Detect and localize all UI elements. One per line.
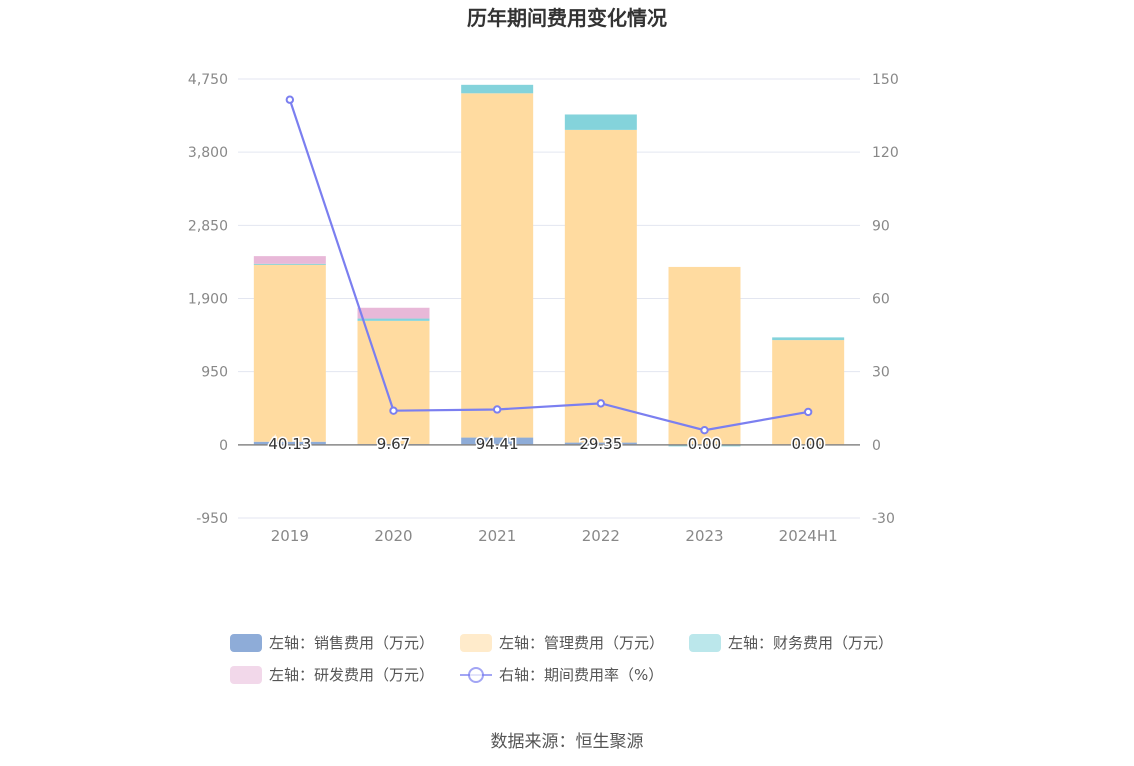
ratio-point: [596, 399, 606, 408]
legend-label: 左轴：研发费用（万元）: [269, 666, 434, 684]
bar-segment: [253, 263, 326, 265]
x-tick-label: 2022: [582, 527, 620, 545]
bar-segment: [253, 441, 326, 445]
left-tick-label: 0: [219, 438, 228, 454]
ratio-line-path: [288, 99, 809, 432]
bars: [253, 84, 845, 447]
legend-label: 右轴：期间费用率（%）: [499, 666, 663, 684]
right-tick-label: 120: [872, 145, 899, 161]
bar-segment: [461, 93, 534, 438]
ratio-point: [492, 405, 502, 414]
right-tick-label: -30: [872, 511, 895, 527]
legend-swatch: [230, 666, 262, 684]
sales-data-label: 9.67: [377, 435, 410, 453]
chart-title: 历年期间费用变化情况: [467, 6, 667, 30]
legend-label: 左轴：财务费用（万元）: [728, 634, 893, 652]
bar-segment: [564, 442, 637, 445]
right-tick-label: 30: [872, 365, 890, 381]
legend-label: 左轴：销售费用（万元）: [269, 634, 434, 652]
sales-data-label: 29.35: [579, 435, 622, 453]
gridlines: [238, 78, 860, 519]
data-labels: 40.13 9.67 94.41 29.35 0.00 0.00: [267, 433, 827, 454]
bar-segment: [668, 444, 741, 447]
right-tick-label: 150: [872, 72, 899, 88]
bar-segment: [772, 340, 845, 445]
right-tick-label: 0: [872, 438, 881, 454]
bar-segment: [253, 256, 326, 264]
left-tick-label: 3,800: [188, 145, 228, 161]
bar-segment: [564, 114, 637, 130]
bar-segment: [253, 264, 326, 442]
left-tick-label: 4,750: [188, 72, 228, 88]
left-tick-label: 1,900: [188, 292, 228, 308]
bar-segment: [357, 320, 430, 445]
bar-segment: [772, 337, 845, 341]
x-tick-label: 2023: [685, 527, 723, 545]
left-tick-label: 950: [201, 365, 228, 381]
legend-label: 左轴：管理费用（万元）: [499, 634, 664, 652]
bar-segment: [564, 129, 637, 443]
ratio-point: [803, 407, 813, 417]
legend-swatch: [460, 634, 492, 652]
sales-data-label: 0.00: [688, 435, 721, 453]
ratio-line: [285, 95, 813, 435]
x-tick-label: 2024H1: [779, 527, 838, 545]
bar-segment: [357, 307, 430, 319]
left-tick-label: 2,850: [188, 218, 228, 234]
x-tick-label: 2020: [374, 527, 412, 545]
x-axis-ticks: 2019 2020 2021 2022 2023 2024H1: [271, 527, 838, 545]
left-tick-label: -950: [196, 511, 228, 527]
bar-segment: [668, 266, 741, 445]
right-tick-label: 60: [872, 292, 890, 308]
ratio-point: [700, 426, 709, 435]
sales-data-label: 0.00: [791, 435, 824, 453]
legend-point-swatch: [468, 667, 484, 683]
legend-swatch: [230, 634, 262, 652]
bar-segment: [357, 318, 430, 321]
legend-swatch: [689, 634, 721, 652]
ratio-point: [389, 406, 398, 415]
x-tick-label: 2019: [271, 527, 309, 545]
x-tick-label: 2021: [478, 527, 516, 545]
ratio-point: [285, 95, 295, 104]
right-tick-label: 90: [872, 218, 890, 234]
source-text: 数据来源：恒生聚源: [491, 732, 644, 752]
sales-data-label: 40.13: [268, 435, 311, 453]
legend: 左轴：销售费用（万元） 左轴：管理费用（万元） 左轴：财务费用（万元） 左轴：研发费用…: [230, 634, 893, 684]
bar-segment: [461, 437, 534, 445]
bar-segment: [461, 84, 534, 94]
left-axis-ticks: 4,750 3,800 2,850 1,900 950 0 -950: [188, 72, 228, 527]
right-axis-ticks: 150 120 90 60 30 0 -30: [872, 72, 899, 527]
sales-data-label: 94.41: [476, 435, 519, 453]
